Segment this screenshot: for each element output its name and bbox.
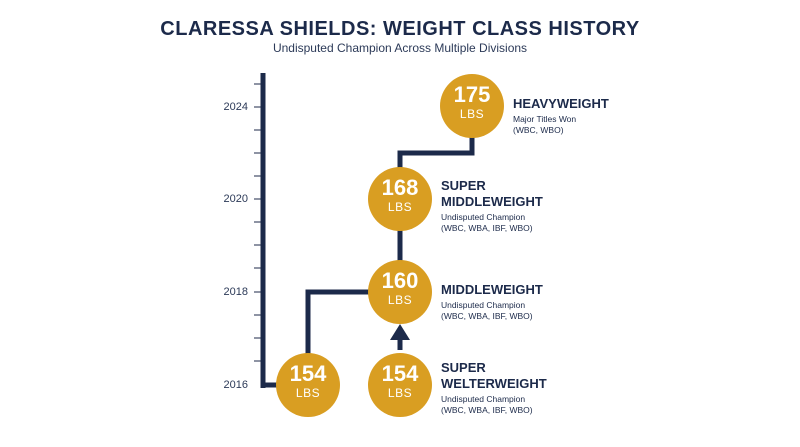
weight-circle-154-super-welterweight: 154 LBS xyxy=(368,353,432,417)
division-info-heavyweight: HEAVYWEIGHT Major Titles Won (WBC, WBO) xyxy=(513,96,609,136)
weight-unit: LBS xyxy=(459,107,485,121)
division-name: MIDDLEWEIGHT xyxy=(441,194,543,209)
division-name: SUPER xyxy=(441,178,486,193)
division-name: HEAVYWEIGHT xyxy=(513,96,609,111)
weight-value: 154 xyxy=(381,361,419,386)
weight-circle-160-middleweight: 160 LBS xyxy=(368,260,432,324)
weight-circle-175-heavyweight: 175 LBS xyxy=(440,74,504,138)
division-detail: Undisputed Champion xyxy=(441,394,526,404)
division-detail: (WBC, WBA, IBF, WBO) xyxy=(441,311,533,321)
weight-value: 160 xyxy=(381,268,419,293)
weight-unit: LBS xyxy=(387,293,413,307)
weight-circle-168-super-middleweight: 168 LBS xyxy=(368,167,432,231)
division-name: SUPER xyxy=(441,360,486,375)
weight-value: 168 xyxy=(381,175,419,200)
weight-value: 154 xyxy=(289,361,327,386)
weight-unit: LBS xyxy=(387,386,413,400)
division-info-middleweight: MIDDLEWEIGHT Undisputed Champion (WBC, W… xyxy=(441,282,543,322)
weight-value: 175 xyxy=(453,82,491,107)
weight-unit: LBS xyxy=(295,386,321,400)
weight-circle-154-start: 154 LBS xyxy=(276,353,340,417)
division-info-super-middleweight: SUPER MIDDLEWEIGHT Undisputed Champion (… xyxy=(441,178,543,234)
division-detail: Undisputed Champion xyxy=(441,212,526,222)
arrow-head xyxy=(390,324,410,340)
connector-168-175 xyxy=(397,135,475,170)
division-detail: (WBC, WBO) xyxy=(513,125,564,135)
division-name: MIDDLEWEIGHT xyxy=(441,282,543,297)
weight-unit: LBS xyxy=(387,200,413,214)
division-info-super-welterweight: SUPER WELTERWEIGHT Undisputed Champion (… xyxy=(441,360,547,416)
year-label-2020: 2020 xyxy=(223,193,248,205)
connector-154-160 xyxy=(305,289,372,355)
division-name: WELTERWEIGHT xyxy=(441,376,547,391)
division-detail: Undisputed Champion xyxy=(441,300,526,310)
division-detail: (WBC, WBA, IBF, WBO) xyxy=(441,405,533,415)
division-detail: (WBC, WBA, IBF, WBO) xyxy=(441,223,533,233)
timeline-ticks xyxy=(254,83,263,362)
chart-title: CLARESSA SHIELDS: WEIGHT CLASS HISTORY xyxy=(160,18,640,40)
chart-subtitle: Undisputed Champion Across Multiple Divi… xyxy=(272,41,528,55)
year-label-2016: 2016 xyxy=(223,379,248,391)
year-label-2018: 2018 xyxy=(223,286,248,298)
division-detail: Major Titles Won xyxy=(513,114,577,124)
year-label-2024: 2024 xyxy=(223,101,248,113)
